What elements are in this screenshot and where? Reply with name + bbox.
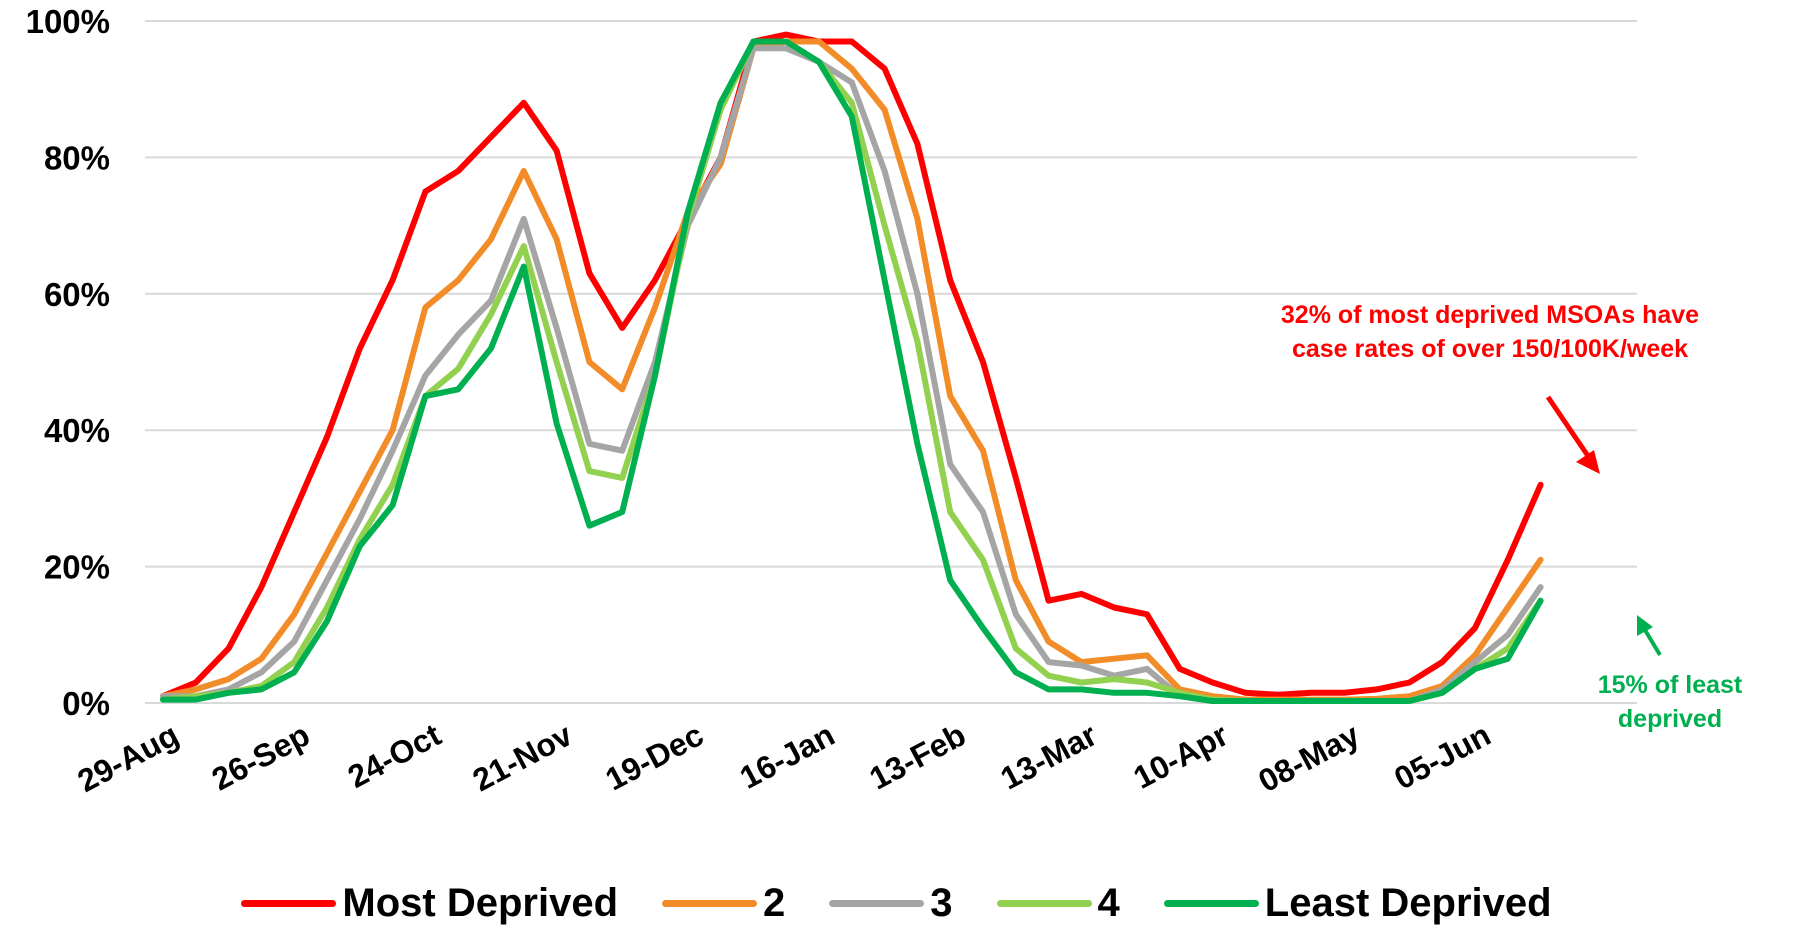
- red-arrow-head: [1576, 450, 1600, 474]
- most-deprived-annotation: 32% of most deprived MSOAs have case rat…: [1255, 298, 1725, 366]
- y-tick-label: 20%: [44, 549, 110, 586]
- y-tick-label: 0%: [62, 685, 110, 722]
- y-tick-label: 80%: [44, 139, 110, 176]
- x-tick-label: 13-Mar: [995, 716, 1103, 796]
- legend-swatch-least-deprived: [1163, 899, 1259, 907]
- legend: Most Deprived 2 3 4 Least Deprived: [0, 868, 1793, 938]
- legend-swatch-most-deprived: [241, 899, 337, 907]
- legend-label-most-deprived: Most Deprived: [342, 880, 619, 925]
- y-axis-tick-labels: 0% 20% 40% 60% 80% 100%: [26, 3, 110, 722]
- x-tick-label: 24-Oct: [342, 716, 447, 795]
- x-tick-label: 19-Dec: [600, 716, 710, 797]
- x-tick-label: 26-Sep: [206, 716, 316, 797]
- legend-item-4: 4: [996, 880, 1120, 926]
- legend-swatch-3: [829, 899, 925, 907]
- x-tick-label: 29-Aug: [72, 716, 185, 799]
- legend-label-3: 3: [930, 880, 953, 925]
- green-note-line2: deprived: [1617, 705, 1723, 733]
- red-annotation-arrow: [1545, 395, 1591, 458]
- x-tick-label: 21-Nov: [467, 716, 578, 798]
- green-arrow-head: [1637, 615, 1653, 636]
- legend-swatch-4: [996, 899, 1092, 907]
- green-annotation-arrow: [1643, 628, 1662, 657]
- legend-swatch-2: [662, 899, 758, 907]
- series-line-3: [160, 45, 1544, 704]
- x-tick-label: 10-Apr: [1127, 716, 1233, 795]
- y-tick-label: 40%: [44, 412, 110, 449]
- legend-label-least-deprived: Least Deprived: [1264, 880, 1552, 925]
- y-tick-label: 60%: [44, 276, 110, 313]
- x-tick-label: 05-Jun: [1388, 716, 1496, 796]
- legend-item-3: 3: [829, 880, 953, 926]
- series-line-least-deprived: [160, 38, 1544, 704]
- x-tick-label: 16-Jan: [734, 716, 840, 795]
- series-line-most-deprived: [160, 31, 1544, 700]
- x-axis-tick-labels: 29-Aug 26-Sep 24-Oct 21-Nov 19-Dec 16-Jan 13-F…: [72, 716, 1497, 799]
- legend-label-4: 4: [1097, 880, 1120, 925]
- red-note-line2: case rates of over 150/100K/week: [1291, 335, 1689, 363]
- green-note-line1: 15% of least: [1597, 671, 1743, 699]
- series-line-2: [160, 38, 1544, 703]
- y-tick-label: 100%: [26, 3, 110, 40]
- legend-item-2: 2: [662, 881, 785, 926]
- x-tick-label: 13-Feb: [864, 716, 972, 796]
- legend-item-most-deprived: Most Deprived: [241, 881, 618, 926]
- least-deprived-annotation: 15% of least deprived: [1590, 668, 1750, 736]
- x-tick-label: 08-May: [1252, 716, 1365, 799]
- annotation-arrows: [1545, 395, 1662, 657]
- legend-item-least-deprived: Least Deprived: [1163, 880, 1552, 926]
- legend-label-2: 2: [763, 880, 786, 925]
- series-lines: [160, 31, 1544, 704]
- red-note-line1: 32% of most deprived MSOAs have: [1280, 301, 1700, 329]
- series-line-4: [160, 38, 1544, 704]
